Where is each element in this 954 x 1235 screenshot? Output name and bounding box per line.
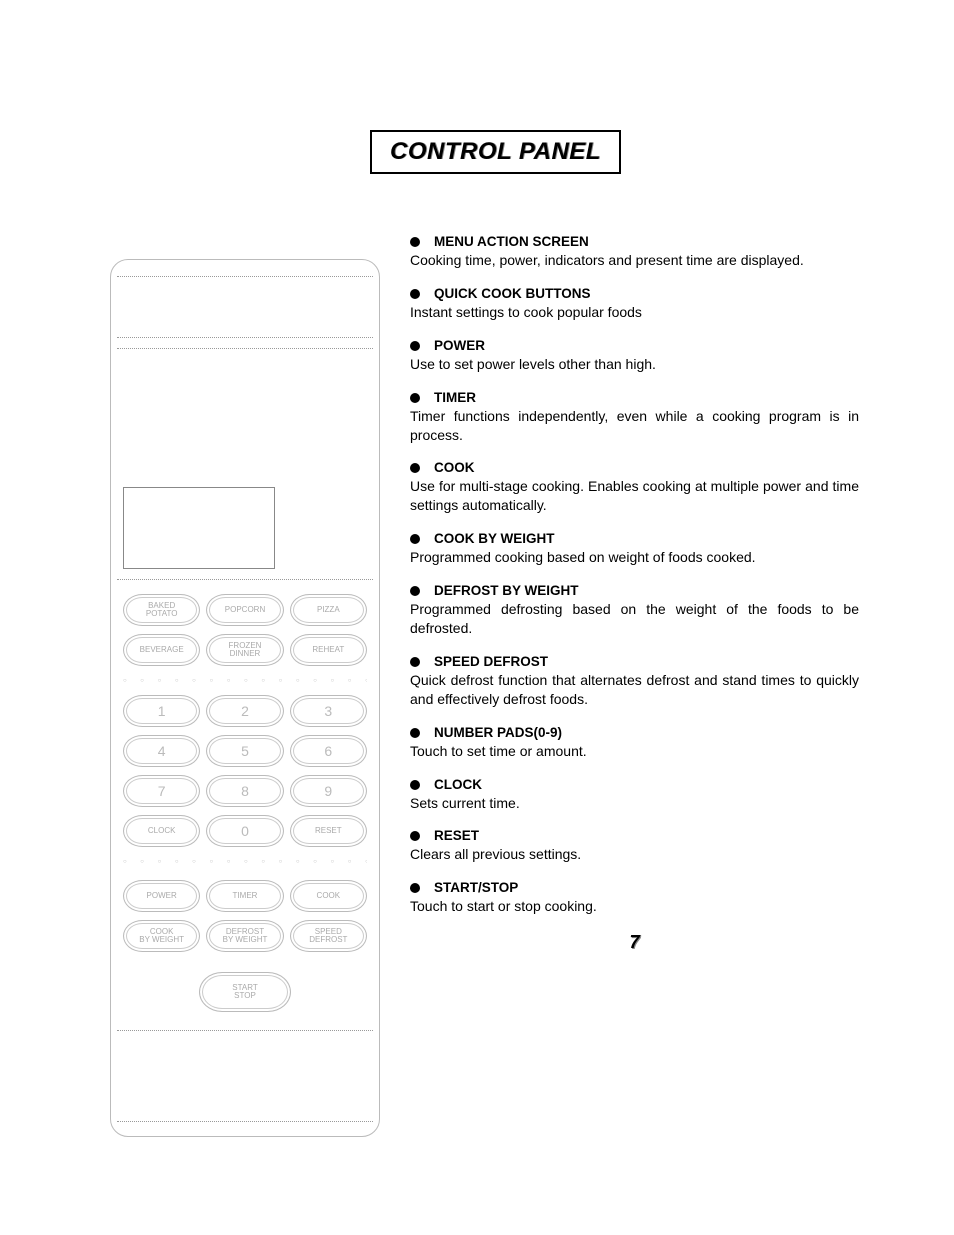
feature-desc: Clears all previous settings. <box>410 845 859 864</box>
bullet-icon <box>410 534 420 544</box>
num-6-button[interactable]: 6 <box>290 735 367 767</box>
feature-item: COOK Use for multi-stage cooking. Enable… <box>410 460 859 515</box>
feature-item: COOK BY WEIGHT Programmed cooking based … <box>410 531 859 567</box>
bullet-icon <box>410 393 420 403</box>
dot-divider: ○ ○ ○ ○ ○ ○ ○ ○ ○ ○ ○ ○ ○ ○ ○ ○ ○ ○ ○ ○ … <box>123 859 367 864</box>
feature-desc: Sets current time. <box>410 794 859 813</box>
feature-desc: Cooking time, power, indicators and pres… <box>410 251 859 270</box>
feature-list: MENU ACTION SCREEN Cooking time, power, … <box>410 234 859 1137</box>
function-grid: POWER TIMER COOK COOKBY WEIGHT DEFROSTBY… <box>111 866 379 966</box>
feature-title: NUMBER PADS(0-9) <box>410 725 859 740</box>
speed-defrost-button[interactable]: SPEEDDEFROST <box>290 920 367 952</box>
quick-cook-grid: BAKEDPOTATO POPCORN PIZZA BEVERAGE FROZE… <box>111 580 379 676</box>
feature-item: CLOCK Sets current time. <box>410 777 859 813</box>
reheat-button[interactable]: REHEAT <box>290 634 367 666</box>
num-3-button[interactable]: 3 <box>290 695 367 727</box>
clock-button[interactable]: CLOCK <box>123 815 200 847</box>
num-8-button[interactable]: 8 <box>206 775 283 807</box>
feature-title: COOK BY WEIGHT <box>410 531 859 546</box>
frozen-dinner-button[interactable]: FROZENDINNER <box>206 634 283 666</box>
content-row: BAKEDPOTATO POPCORN PIZZA BEVERAGE FROZE… <box>0 234 954 1137</box>
feature-desc: Use to set power levels other than high. <box>410 355 859 374</box>
feature-title: MENU ACTION SCREEN <box>410 234 859 249</box>
feature-item: RESET Clears all previous settings. <box>410 828 859 864</box>
bullet-icon <box>410 586 420 596</box>
start-stop-button[interactable]: STARTSTOP <box>199 972 291 1012</box>
beverage-button[interactable]: BEVERAGE <box>123 634 200 666</box>
feature-item: MENU ACTION SCREEN Cooking time, power, … <box>410 234 859 270</box>
num-9-button[interactable]: 9 <box>290 775 367 807</box>
bullet-icon <box>410 728 420 738</box>
power-button[interactable]: POWER <box>123 880 200 912</box>
feature-desc: Use for multi-stage cooking. Enables coo… <box>410 477 859 515</box>
bullet-icon <box>410 237 420 247</box>
number-pad: 1 2 3 4 5 6 7 8 9 CLOCK 0 RESET <box>111 685 379 857</box>
popcorn-button[interactable]: POPCORN <box>206 594 283 626</box>
pizza-button[interactable]: PIZZA <box>290 594 367 626</box>
feature-item: TIMER Timer functions independently, eve… <box>410 390 859 445</box>
bullet-icon <box>410 831 420 841</box>
num-2-button[interactable]: 2 <box>206 695 283 727</box>
feature-desc: Instant settings to cook popular foods <box>410 303 859 322</box>
cook-by-weight-button[interactable]: COOKBY WEIGHT <box>123 920 200 952</box>
feature-item: START/STOP Touch to start or stop cookin… <box>410 880 859 916</box>
feature-desc: Touch to start or stop cooking. <box>410 897 859 916</box>
feature-title: RESET <box>410 828 859 843</box>
defrost-by-weight-button[interactable]: DEFROSTBY WEIGHT <box>206 920 283 952</box>
num-0-button[interactable]: 0 <box>206 815 283 847</box>
display-screen <box>123 487 275 569</box>
feature-title: START/STOP <box>410 880 859 895</box>
feature-title: DEFROST BY WEIGHT <box>410 583 859 598</box>
feature-item: QUICK COOK BUTTONS Instant settings to c… <box>410 286 859 322</box>
feature-desc: Programmed defrosting based on the weigh… <box>410 600 859 638</box>
start-stop-area: STARTSTOP <box>111 966 379 1030</box>
num-1-button[interactable]: 1 <box>123 695 200 727</box>
feature-title: SPEED DEFROST <box>410 654 859 669</box>
feature-item: NUMBER PADS(0-9) Touch to set time or am… <box>410 725 859 761</box>
bullet-icon <box>410 883 420 893</box>
page-number: 7 <box>410 932 859 953</box>
feature-item: POWER Use to set power levels other than… <box>410 338 859 374</box>
bullet-icon <box>410 289 420 299</box>
feature-title: POWER <box>410 338 859 353</box>
bullet-icon <box>410 341 420 351</box>
bullet-icon <box>410 657 420 667</box>
panel-outline: BAKEDPOTATO POPCORN PIZZA BEVERAGE FROZE… <box>110 259 380 1137</box>
feature-desc: Quick defrost function that alternates d… <box>410 671 859 709</box>
reset-button[interactable]: RESET <box>290 815 367 847</box>
bullet-icon <box>410 780 420 790</box>
bullet-icon <box>410 463 420 473</box>
feature-desc: Touch to set time or amount. <box>410 742 859 761</box>
feature-desc: Timer functions independently, even whil… <box>410 407 859 445</box>
feature-title: QUICK COOK BUTTONS <box>410 286 859 301</box>
feature-item: DEFROST BY WEIGHT Programmed defrosting … <box>410 583 859 638</box>
feature-desc: Programmed cooking based on weight of fo… <box>410 548 859 567</box>
page-title-box: CONTROL PANEL <box>370 130 621 174</box>
baked-potato-button[interactable]: BAKEDPOTATO <box>123 594 200 626</box>
dot-divider: ○ ○ ○ ○ ○ ○ ○ ○ ○ ○ ○ ○ ○ ○ ○ ○ ○ ○ ○ ○ … <box>123 678 367 683</box>
feature-title: COOK <box>410 460 859 475</box>
page: CONTROL PANEL BAKEDPOTATO POPCORN <box>0 0 954 1235</box>
page-title: CONTROL PANEL <box>390 138 601 165</box>
cook-button[interactable]: COOK <box>290 880 367 912</box>
timer-button[interactable]: TIMER <box>206 880 283 912</box>
num-5-button[interactable]: 5 <box>206 735 283 767</box>
feature-title: TIMER <box>410 390 859 405</box>
num-7-button[interactable]: 7 <box>123 775 200 807</box>
display-area <box>111 349 379 579</box>
num-4-button[interactable]: 4 <box>123 735 200 767</box>
control-panel-illustration: BAKEDPOTATO POPCORN PIZZA BEVERAGE FROZE… <box>110 259 380 1137</box>
feature-item: SPEED DEFROST Quick defrost function tha… <box>410 654 859 709</box>
feature-title: CLOCK <box>410 777 859 792</box>
